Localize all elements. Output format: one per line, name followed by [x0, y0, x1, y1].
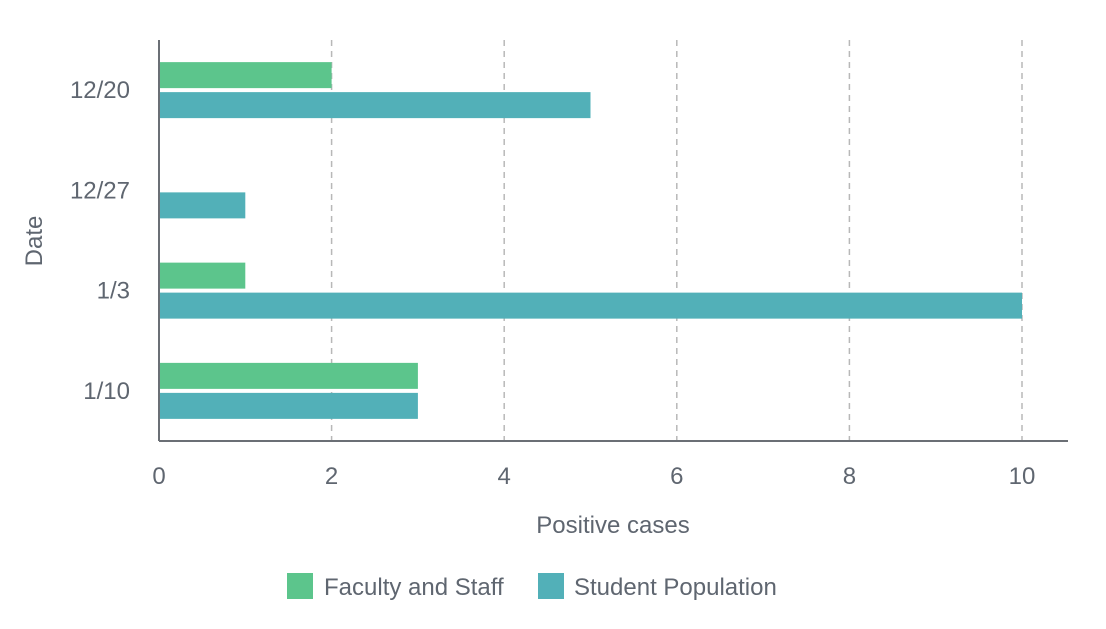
bar: [160, 392, 418, 419]
x-tick-labels: 0 2 4 6 8 10: [152, 463, 1035, 490]
y-tick-labels: 12/20 12/27 1/3 1/10: [70, 77, 130, 405]
x-tick-label: 10: [1009, 463, 1036, 490]
bar: [160, 362, 418, 389]
x-tick-label: 4: [498, 463, 511, 490]
y-tick-label: 12/20: [70, 77, 130, 104]
y-axis-title: Date: [21, 216, 48, 267]
x-tick-label: 2: [325, 463, 338, 490]
y-tick-label: 12/27: [70, 177, 130, 204]
legend-swatch: [538, 573, 564, 599]
legend: Faculty and Staff Student Population: [287, 573, 777, 601]
x-tick-label: 0: [152, 463, 165, 490]
bar: [160, 92, 591, 119]
bar: [160, 62, 332, 89]
bar: [160, 292, 1022, 319]
legend-label: Faculty and Staff: [324, 574, 504, 601]
legend-swatch: [287, 573, 313, 599]
bar: [160, 262, 246, 289]
x-tick-label: 6: [670, 463, 683, 490]
legend-label: Student Population: [574, 574, 777, 601]
x-axis-title: Positive cases: [536, 512, 689, 539]
axes: [158, 40, 1068, 442]
bar: [160, 192, 246, 219]
y-tick-label: 1/10: [83, 378, 130, 405]
bars: [160, 62, 1022, 419]
y-tick-label: 1/3: [97, 278, 130, 305]
x-tick-label: 8: [843, 463, 856, 490]
